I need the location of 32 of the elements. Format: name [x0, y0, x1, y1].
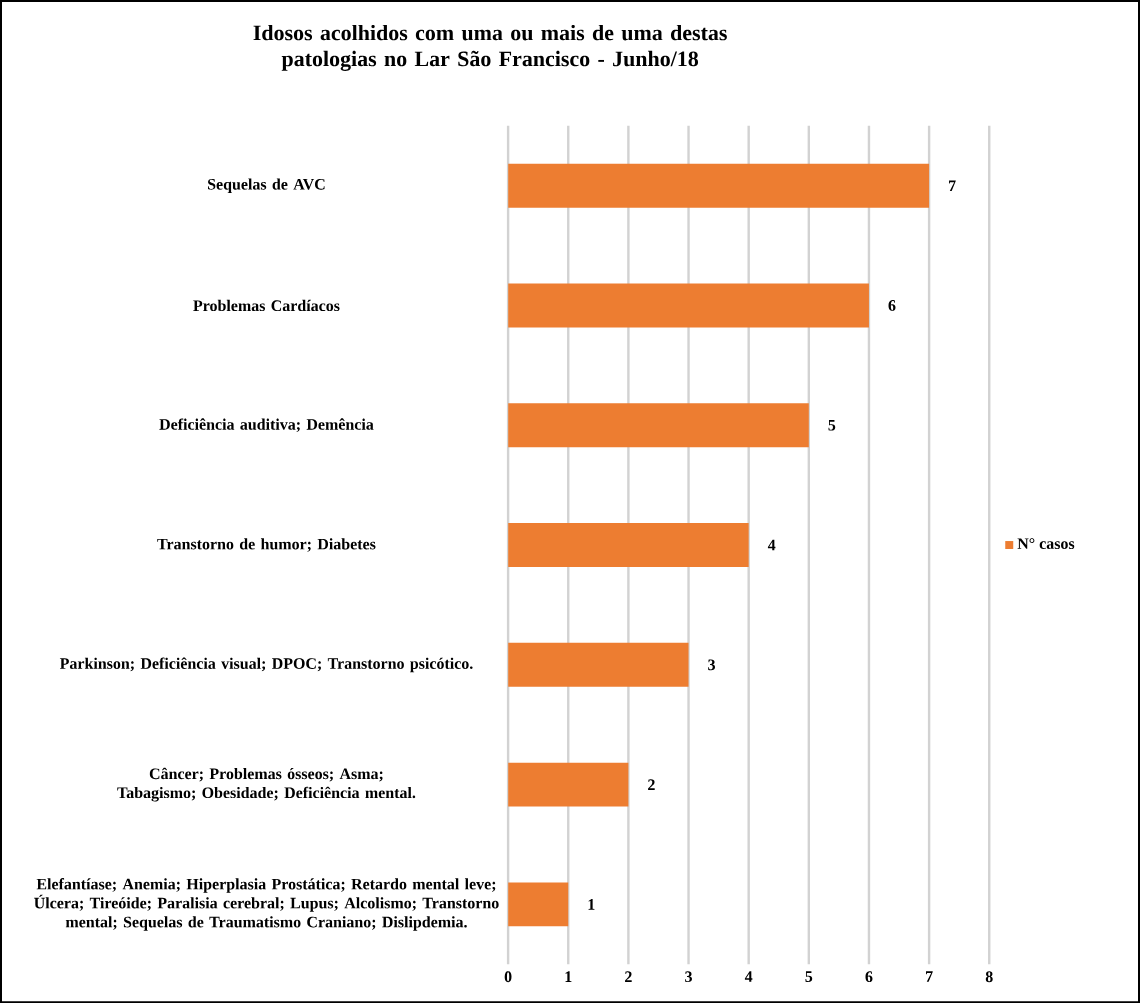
- x-tick-label: 4: [744, 971, 753, 982]
- x-tick-label: 3: [685, 971, 692, 982]
- bar: [508, 403, 809, 448]
- x-tick-label: 8: [985, 971, 993, 983]
- data-label: 4: [767, 539, 776, 551]
- legend-label: N° casos: [1017, 538, 1075, 549]
- bar: [508, 762, 629, 807]
- y-tick-label: Câncer; Problemas ósseos; Asma; Tabagismo; Obesidade; Deficiência mental.: [117, 767, 416, 802]
- x-tick-label: 7: [926, 971, 933, 982]
- bar: [508, 522, 749, 567]
- bar: [508, 642, 689, 687]
- x-tick-label: 1: [565, 971, 572, 982]
- x-tick-label: 5: [805, 971, 813, 982]
- bar: [508, 163, 930, 208]
- y-tick-label: Deficiência auditiva; Demência: [159, 418, 374, 433]
- bar: [508, 283, 869, 328]
- y-tick-label: Transtorno de humor; Diabetes: [157, 538, 376, 552]
- data-label: 1: [588, 899, 595, 910]
- y-tick-label: Problemas Cardíacos: [193, 299, 340, 311]
- data-label: 6: [888, 299, 896, 311]
- data-label: 5: [828, 419, 836, 431]
- x-tick-label: 6: [865, 971, 873, 982]
- bar: [508, 882, 569, 927]
- data-label: 3: [708, 659, 716, 671]
- x-tick-label: 2: [625, 971, 632, 982]
- x-tick-label: 0: [504, 971, 512, 983]
- data-label: 2: [648, 779, 655, 790]
- data-label: 7: [949, 180, 956, 191]
- y-tick-label: Elefantíase; Anemia; Hiperplasia Prostática; Retardo mental leve; Úlcera; Tireóide; Paralisia cerebral; Lupus; Alcolismo; Transtorno mental; Sequelas de Traumatismo Craniano; Dislipdemia.: [34, 878, 499, 931]
- y-tick-label: Sequelas de AVC: [207, 178, 325, 193]
- y-tick-label: Parkinson; Deficiência visual; DPOC; Transtorno psicótico.: [59, 657, 473, 673]
- chart-title: Idosos acolhidos com uma ou mais de uma destas patologias no Lar São Francisco - Junho/18: [253, 24, 727, 71]
